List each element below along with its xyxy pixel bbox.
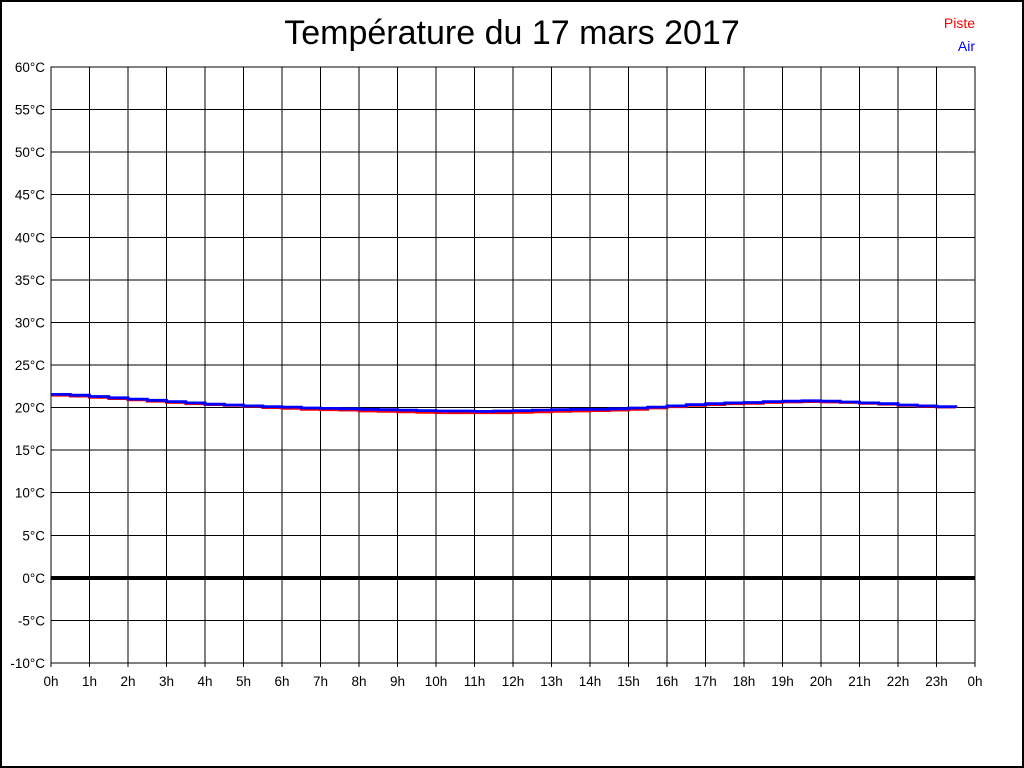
x-axis-label: 9h: [390, 674, 405, 689]
y-axis-label: 25°C: [15, 358, 45, 373]
x-axis-label: 0h: [967, 674, 982, 689]
x-axis-label: 18h: [733, 674, 756, 689]
x-axis-label: 21h: [848, 674, 871, 689]
plot-border: [50, 66, 976, 664]
series-line-air: [51, 393, 958, 413]
y-axis-label: 20°C: [15, 401, 45, 416]
x-axis-label: 14h: [579, 674, 602, 689]
x-axis-label: 16h: [656, 674, 679, 689]
y-axis-label: 50°C: [15, 145, 45, 160]
y-axis-label: 40°C: [15, 230, 45, 245]
x-axis-label: 20h: [810, 674, 833, 689]
x-axis-label: 22h: [887, 674, 910, 689]
x-axis-label: 19h: [771, 674, 794, 689]
x-axis-label: 1h: [82, 674, 97, 689]
x-axis-label: 8h: [351, 674, 366, 689]
x-axis-ticks: [50, 663, 976, 667]
x-axis-label: 15h: [617, 674, 640, 689]
x-axis-label: 11h: [464, 674, 486, 689]
y-axis-label: 35°C: [15, 273, 45, 288]
legend: Piste Air: [944, 12, 975, 58]
y-axis-label: 15°C: [15, 443, 45, 458]
x-axis-label: 3h: [159, 674, 174, 689]
y-axis-label: -5°C: [18, 613, 45, 628]
y-axis-label: 10°C: [15, 486, 45, 501]
x-axis-label: 5h: [236, 674, 251, 689]
y-axis-label: 60°C: [15, 60, 45, 75]
x-axis-label: 2h: [120, 674, 135, 689]
x-axis-label: 12h: [502, 674, 525, 689]
chart-title: Température du 17 mars 2017: [284, 14, 740, 52]
y-axis-label: -10°C: [10, 656, 45, 671]
x-axis-label: 6h: [274, 674, 289, 689]
y-axis-label: 5°C: [22, 528, 45, 543]
y-axis-label: 55°C: [15, 103, 45, 118]
y-axis-label: 30°C: [15, 315, 45, 330]
x-axis-label: 17h: [694, 674, 717, 689]
grid-lines: [51, 67, 975, 663]
x-axis-label: 0h: [43, 674, 58, 689]
legend-item-air: Air: [957, 38, 975, 54]
x-axis-label: 7h: [313, 674, 328, 689]
x-axis-label: 23h: [925, 674, 948, 689]
y-axis-label: 45°C: [15, 188, 45, 203]
y-axis-labels: 60°C 55°C 50°C 45°C 40°C 35°C 30°C 25°C 20°C 15°C…: [10, 60, 45, 671]
x-axis-labels: 0h 1h 2h 3h 4h 5h 6h 7h 8h 9h 10h 11h 12h 13h 14h 15h 16…: [43, 674, 982, 689]
x-axis-label: 10h: [425, 674, 448, 689]
x-axis-label: 4h: [197, 674, 212, 689]
x-axis-label: 13h: [540, 674, 563, 689]
y-axis-label: 0°C: [22, 571, 45, 586]
legend-item-piste: Piste: [943, 15, 975, 31]
